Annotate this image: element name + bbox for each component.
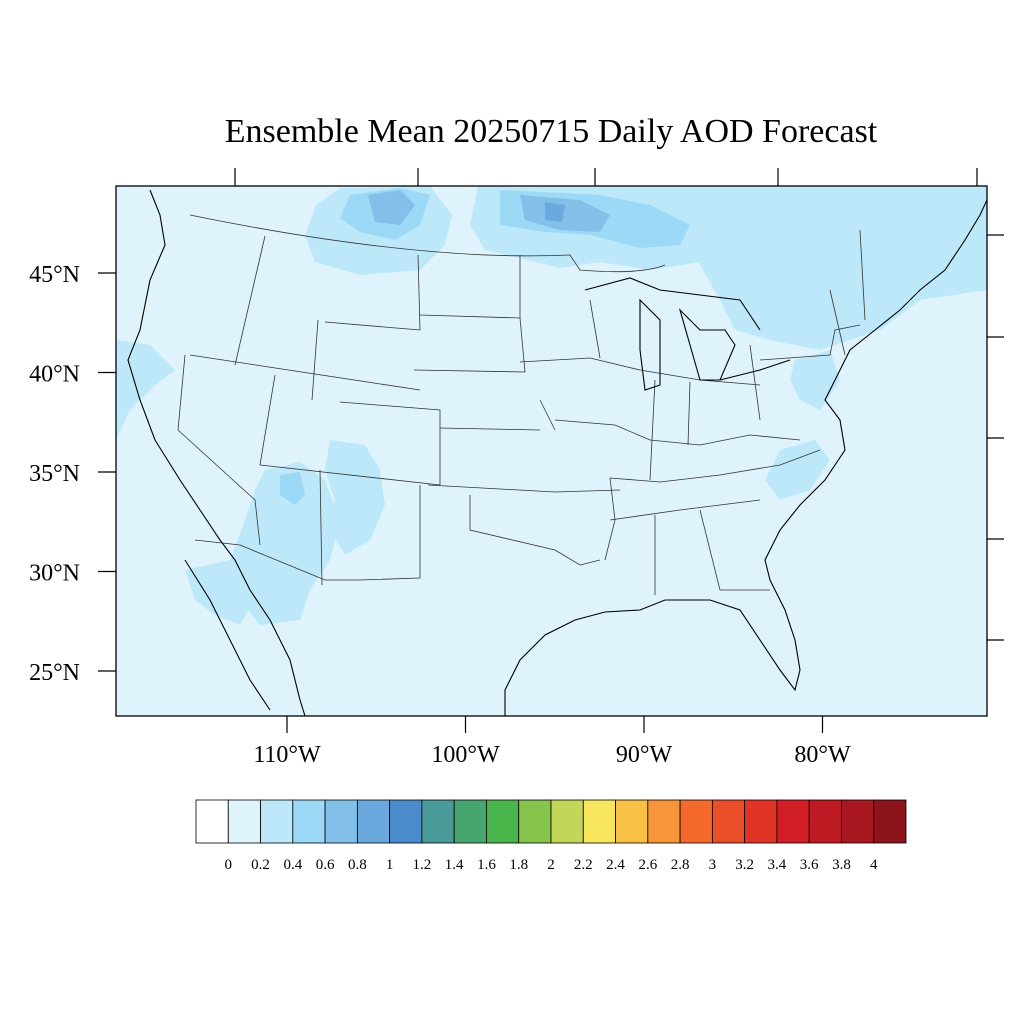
colorbar-swatch: [873, 799, 907, 844]
aod-core-minnesota-inner: [520, 195, 610, 232]
colorbar-swatch: [550, 799, 584, 844]
colorbar-swatch: [841, 799, 875, 844]
lon-label: 90°W: [616, 742, 673, 768]
colorbar-swatch: [260, 799, 294, 844]
colorbar-label: 0: [225, 857, 233, 873]
colorbar-label: 3.2: [735, 857, 754, 873]
colorbar-swatch: [356, 799, 391, 844]
aod-shading: [116, 186, 987, 625]
aod-region-california-coast: [116, 340, 175, 440]
colorbar-swatch: [679, 799, 713, 844]
lat-label: 30°N: [29, 561, 80, 587]
colorbar-label: 2.4: [606, 857, 625, 873]
map-title: Ensemble Mean 20250715 Daily AOD Forecas…: [225, 113, 878, 150]
colorbar: [195, 799, 907, 844]
colorbar-swatch: [453, 799, 487, 844]
colorbar-label: 3.4: [768, 857, 787, 873]
colorbar-label: 1: [386, 857, 394, 873]
map-boundaries: [127, 189, 987, 716]
colorbar-label: 1.8: [509, 857, 528, 873]
lat-label: 45°N: [29, 262, 80, 288]
colorbar-label: 3.6: [800, 857, 819, 873]
lon-label: 80°W: [794, 742, 851, 768]
map-frame-ticks: [234, 168, 1004, 641]
colorbar-label: 2: [547, 857, 555, 873]
colorbar-swatch: [776, 799, 810, 844]
aod-region-carolina: [765, 440, 830, 500]
colorbar-tick-labels: 0 0.2 0.4 0.6 0.8 1 1.2 1.4 1.6 1.8 2 2.2 2.4 2.6 2.8 3…: [225, 857, 878, 873]
colorbar-swatch: [292, 799, 326, 844]
colorbar-swatch: [615, 799, 649, 844]
lat-label: 40°N: [29, 362, 80, 388]
latitude-labels: 45°N 40°N 35°N 30°N 25°N: [29, 262, 116, 686]
colorbar-label: 0.2: [251, 857, 270, 873]
map-layers: [116, 186, 987, 716]
colorbar-label: 3.8: [832, 857, 851, 873]
aod-core-montana-inner: [368, 190, 415, 225]
colorbar-label: 1.6: [477, 857, 496, 873]
colorbar-label: 0.8: [348, 857, 367, 873]
colorbar-label: 2.8: [671, 857, 690, 873]
colorbar-swatch: [518, 799, 552, 844]
aod-region-great-lakes-northeast: [690, 186, 987, 350]
colorbar-swatch: [421, 799, 455, 844]
lat-label: 35°N: [29, 461, 80, 487]
lat-label: 25°N: [29, 660, 80, 686]
colorbar-label: 3: [709, 857, 717, 873]
lon-label: 110°W: [253, 742, 321, 768]
colorbar-swatch: [195, 799, 229, 844]
colorbar-swatch: [582, 799, 616, 844]
colorbar-swatch: [744, 799, 778, 844]
colorbar-swatch: [486, 799, 520, 844]
colorbar-label: 1.4: [445, 857, 464, 873]
aod-core-arizona: [280, 472, 305, 505]
aod-region-new-mexico: [325, 440, 385, 555]
longitude-labels: 110°W 100°W 90°W 80°W: [253, 716, 851, 768]
colorbar-label: 4: [870, 857, 878, 873]
colorbar-swatch: [808, 799, 842, 844]
colorbar-label: 0.4: [283, 857, 302, 873]
colorbar-label: 0.6: [316, 857, 335, 873]
colorbar-swatch: [647, 799, 681, 844]
aod-core-minnesota-peak: [545, 202, 565, 222]
lon-label: 100°W: [431, 742, 500, 768]
map-frame: [115, 185, 988, 717]
colorbar-swatch: [324, 799, 358, 844]
aod-region-arizona: [230, 462, 340, 625]
colorbar-swatch: [227, 799, 261, 844]
colorbar-swatch: [389, 799, 423, 844]
colorbar-label: 1.2: [413, 857, 432, 873]
aod-region-baja: [185, 560, 260, 625]
colorbar-swatch: [711, 799, 746, 844]
colorbar-label: 2.6: [638, 857, 657, 873]
colorbar-label: 2.2: [574, 857, 593, 873]
